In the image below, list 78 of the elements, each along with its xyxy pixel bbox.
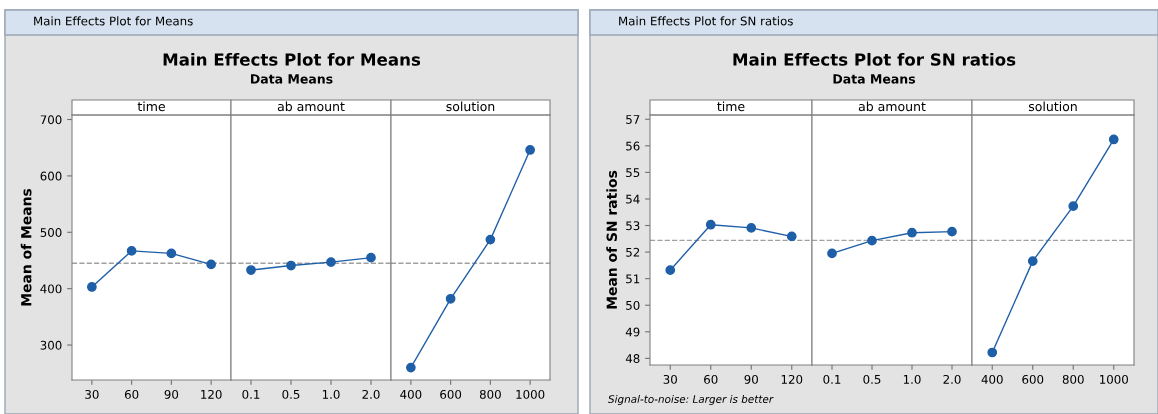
x-tick-label: 1000: [516, 389, 545, 399]
text: Main Effects Plot for Means: [34, 16, 193, 26]
x-tick-label: 800: [479, 389, 501, 399]
point: [366, 252, 376, 263]
point: [206, 259, 216, 270]
x-tick-label: 30: [85, 389, 99, 399]
y-tick-label: 300: [40, 340, 62, 350]
x-tick-label: 800: [1062, 374, 1084, 384]
x-tick-label: 60: [124, 389, 139, 399]
y-tick-label: 48: [625, 354, 640, 364]
x-tick-label: 120: [781, 374, 803, 384]
x-tick-label: 90: [744, 374, 758, 384]
x-tick-label: 120: [201, 389, 222, 399]
text: Main Effects Plot for SN ratios: [733, 52, 1016, 66]
point: [326, 257, 336, 268]
chart-title: solution: [1028, 101, 1077, 112]
point: [87, 282, 97, 292]
y-tick-label: 55: [626, 168, 640, 178]
text: Main Effects Plot for SN ratios: [619, 16, 793, 26]
x-tick-label: 90: [164, 389, 179, 399]
text: Signal-to-noise: Larger is better: [608, 394, 774, 406]
point: [947, 226, 957, 237]
point: [1108, 134, 1119, 145]
chart-title: solution: [446, 101, 495, 112]
point: [786, 231, 797, 242]
point: [246, 265, 256, 275]
x-tick-label: 0.1: [823, 374, 841, 384]
y-tick-label: 57: [626, 115, 640, 124]
point: [485, 234, 496, 245]
point: [1027, 256, 1038, 266]
text: Main Effects Plot for Means: [163, 52, 421, 66]
x-tick-label: 400: [981, 374, 1003, 384]
text: Data Means: [833, 74, 916, 84]
chart-title: ab amount: [277, 101, 345, 112]
point: [827, 248, 837, 259]
x-tick-label: 600: [1022, 374, 1044, 384]
point: [987, 347, 998, 358]
y-tick-label: 56: [626, 141, 640, 151]
y-tick-label: 49: [625, 327, 640, 337]
x-tick-label: 600: [440, 389, 462, 399]
point: [525, 145, 535, 155]
x-tick-label: 1.0: [322, 389, 340, 399]
y-axis-title: Mean of SN ratios: [606, 170, 618, 309]
point: [665, 265, 676, 276]
x-tick-label: 0.1: [242, 389, 260, 399]
text: Data Means: [251, 74, 333, 84]
y-tick-label: 51: [626, 274, 640, 284]
point: [867, 235, 877, 246]
chart-title: time: [137, 101, 165, 112]
chart-title: ab amount: [858, 101, 926, 112]
point: [286, 260, 296, 271]
point: [126, 246, 137, 256]
y-tick-label: 500: [40, 228, 62, 237]
y-tick-label: 700: [40, 115, 62, 125]
x-tick-label: 0.5: [863, 374, 881, 384]
y-tick-label: 50: [626, 300, 640, 310]
x-tick-label: 1.0: [903, 374, 921, 384]
chart-title: time: [717, 101, 745, 112]
y-tick-label: 600: [40, 171, 62, 181]
x-tick-label: 2.0: [943, 374, 961, 384]
point: [1068, 201, 1079, 211]
y-axis-title: Mean of Means: [20, 188, 32, 306]
point: [907, 227, 917, 238]
x-tick-label: 60: [704, 374, 718, 384]
point: [445, 293, 456, 304]
y-tick-label: 54: [626, 194, 640, 204]
y-tick-label: 52: [626, 247, 640, 257]
x-tick-label: 0.5: [282, 389, 300, 399]
x-tick-label: 30: [663, 374, 677, 384]
y-tick-label: 53: [626, 221, 640, 231]
y-tick-label: 400: [40, 284, 62, 294]
x-tick-label: 400: [400, 389, 422, 399]
point: [705, 219, 716, 230]
x-tick-label: 2.0: [362, 389, 380, 399]
x-tick-label: 1000: [1100, 374, 1128, 384]
point: [166, 248, 177, 259]
point: [406, 362, 416, 373]
point: [746, 223, 757, 233]
